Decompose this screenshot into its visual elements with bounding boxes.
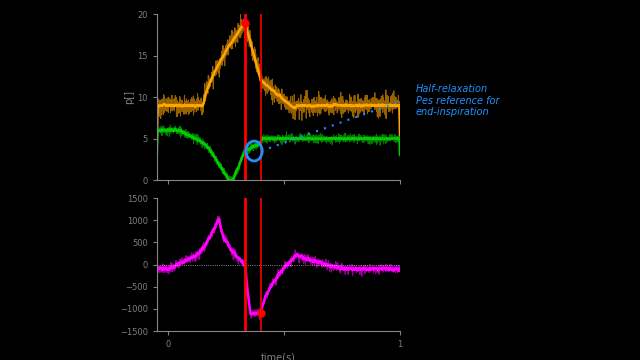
X-axis label: time(s): time(s) [261,352,296,360]
Y-axis label: p[]: p[] [125,90,134,104]
Text: Half-relaxation
Pes reference for
end-inspiration: Half-relaxation Pes reference for end-in… [416,84,499,117]
